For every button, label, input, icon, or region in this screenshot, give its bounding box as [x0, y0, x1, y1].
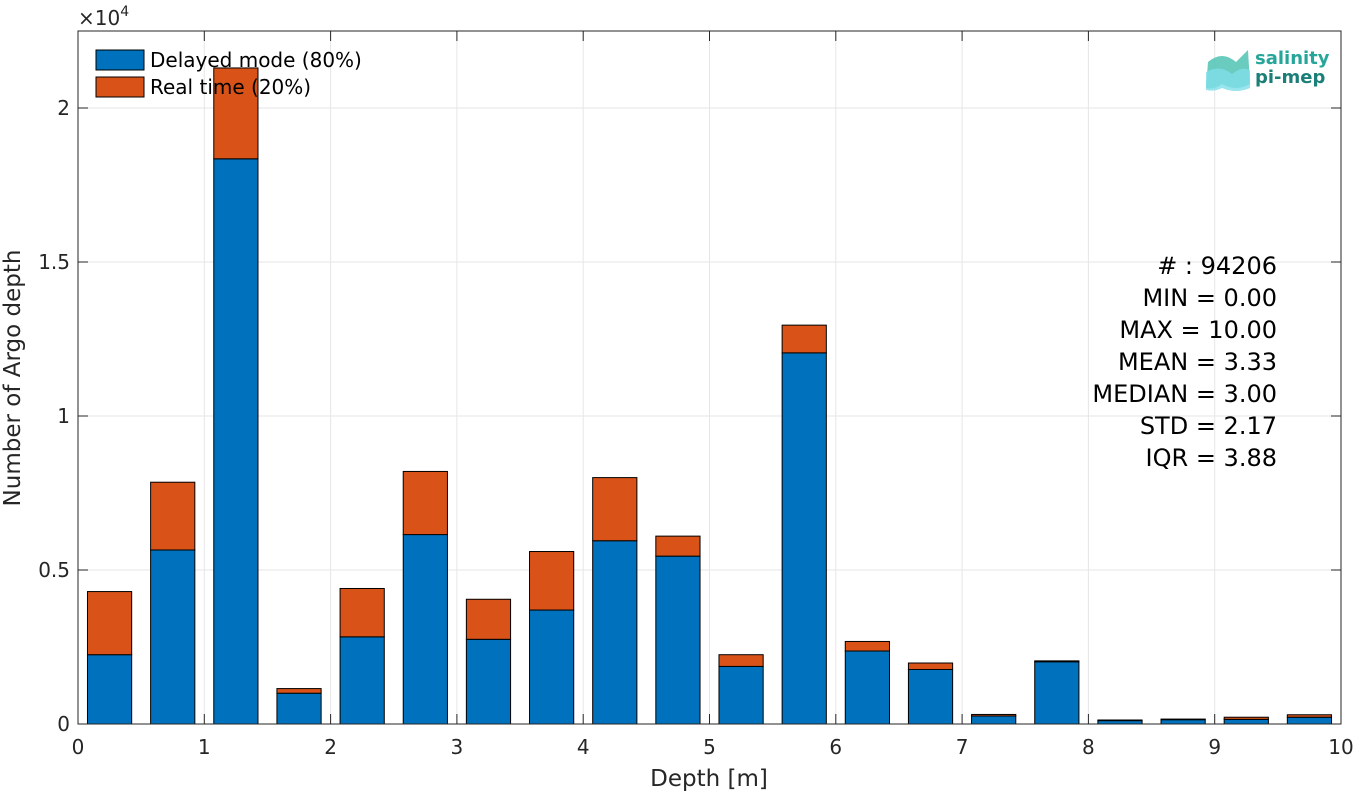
bar-real-time [86, 591, 133, 656]
bar-delayed-mode [150, 549, 196, 725]
x-tick-label: 4 [577, 735, 590, 759]
salinity-pi-mep-logo: salinity pi-mep [1206, 48, 1330, 91]
y-exponent-label: ×104 [78, 4, 129, 30]
x-tick-label: 7 [956, 735, 969, 759]
y-tick-label: 0 [57, 712, 70, 736]
bar-delayed-mode [907, 668, 954, 725]
x-axis-label: Depth [m] [650, 766, 768, 792]
legend-swatch-delayed [95, 49, 145, 71]
bar-delayed-mode [529, 609, 575, 725]
legend-swatch-realtime [95, 76, 145, 98]
logo-text-pi-mep: pi-mep [1255, 67, 1325, 88]
bar-delayed-mode [1097, 720, 1143, 725]
bar-delayed-mode [213, 158, 259, 725]
bar-delayed-mode [971, 715, 1017, 725]
bar-real-time [1223, 716, 1269, 720]
x-tick-label: 2 [324, 735, 337, 759]
x-tick-label: 6 [829, 735, 842, 759]
logo-text-salinity: salinity [1255, 48, 1330, 69]
bar-real-time [718, 654, 764, 667]
y-axis-label: Number of Argo depth [0, 250, 26, 507]
stats-line: MIN = 0.00 [1142, 284, 1277, 312]
bar-delayed-mode [1286, 716, 1333, 725]
bar-delayed-mode [1223, 718, 1269, 725]
bar-real-time [465, 598, 512, 640]
legend-label-realtime: Real time (20%) [150, 75, 311, 99]
bar-delayed-mode [86, 654, 133, 725]
bar-real-time [907, 662, 954, 670]
stats-line: STD = 2.17 [1140, 412, 1277, 440]
bar-delayed-mode [339, 636, 385, 725]
y-exponent-power: 4 [120, 4, 129, 20]
bar-delayed-mode [655, 555, 701, 725]
bar-real-time [655, 535, 701, 557]
y-tick-label: 2 [57, 96, 70, 120]
stats-line: MAX = 10.00 [1119, 316, 1277, 344]
bars [86, 67, 1333, 725]
bar-real-time [844, 640, 890, 652]
bar-real-time [1160, 718, 1206, 721]
bar-real-time [592, 477, 638, 542]
bar-delayed-mode [402, 534, 448, 725]
x-tick-label: 10 [1328, 735, 1353, 759]
legend-label-delayed: Delayed mode (80%) [150, 48, 362, 72]
x-tick-label: 8 [1082, 735, 1095, 759]
bar-real-time [1097, 719, 1143, 722]
x-tick-label: 1 [198, 735, 211, 759]
y-tick-label: 0.5 [38, 558, 70, 582]
bar-real-time [339, 587, 385, 638]
bar-real-time [971, 713, 1017, 717]
stats-line: # : 94206 [1157, 252, 1277, 280]
grid-lines [78, 31, 1341, 724]
logo-wave-icon-front [1206, 68, 1250, 91]
bar-delayed-mode [1160, 719, 1206, 725]
bar-real-time [150, 481, 196, 551]
x-tick-label: 9 [1208, 735, 1221, 759]
stats-annotation: # : 94206 MIN = 0.00 MAX = 10.00 MEAN = 3.3… [1092, 252, 1277, 472]
bar-real-time [1034, 660, 1080, 663]
legend: Delayed mode (80%) Real time (20%) [95, 48, 362, 99]
bar-real-time [276, 688, 322, 694]
bar-real-time [1286, 714, 1333, 718]
x-ticks: 0 1 2 3 4 5 6 7 8 9 10 [72, 31, 1354, 759]
bar-delayed-mode [844, 650, 890, 725]
y-tick-label: 1.5 [38, 250, 70, 274]
x-tick-label: 3 [451, 735, 464, 759]
bar-delayed-mode [1034, 661, 1080, 725]
bar-delayed-mode [592, 540, 638, 725]
bar-real-time [213, 67, 259, 160]
bar-real-time [529, 551, 575, 611]
bar-delayed-mode [781, 352, 827, 725]
bar-delayed-mode [465, 638, 512, 725]
bar-delayed-mode [718, 665, 764, 725]
bar-real-time [402, 470, 448, 536]
x-tick-label: 0 [72, 735, 85, 759]
stats-line: IQR = 3.88 [1146, 444, 1277, 472]
x-tick-label: 5 [703, 735, 716, 759]
y-tick-label: 1 [57, 404, 70, 428]
y-ticks: 0 0.5 1 1.5 2 [38, 96, 1341, 736]
stats-line: MEDIAN = 3.00 [1092, 380, 1277, 408]
bar-delayed-mode [276, 692, 322, 725]
bar-real-time [781, 324, 827, 354]
stats-line: MEAN = 3.33 [1118, 348, 1277, 376]
